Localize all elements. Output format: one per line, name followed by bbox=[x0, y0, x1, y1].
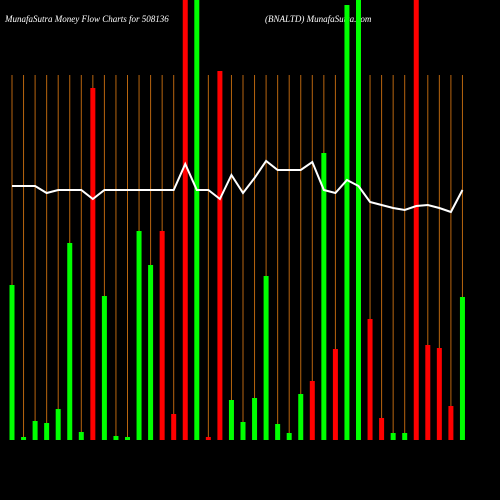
bar bbox=[148, 265, 154, 440]
bar bbox=[309, 381, 315, 440]
bar bbox=[90, 88, 96, 440]
bar bbox=[459, 297, 465, 440]
bar bbox=[402, 433, 408, 440]
bar bbox=[194, 0, 200, 440]
bar bbox=[448, 406, 454, 440]
bar bbox=[205, 437, 211, 440]
bar bbox=[321, 153, 327, 440]
bar bbox=[44, 423, 50, 440]
bar bbox=[136, 231, 142, 440]
bar bbox=[171, 414, 177, 440]
bar bbox=[275, 424, 281, 440]
bar bbox=[379, 418, 385, 440]
bar bbox=[390, 433, 396, 440]
bar bbox=[78, 432, 84, 440]
bar bbox=[356, 0, 361, 440]
bar bbox=[425, 345, 431, 440]
bar bbox=[125, 437, 130, 440]
chart-title: MunafaSutra Money Flow Charts for 508136 bbox=[4, 14, 169, 24]
bar bbox=[182, 0, 188, 440]
price-line bbox=[12, 159, 464, 214]
bar bbox=[159, 231, 165, 440]
bar bbox=[252, 398, 258, 440]
bar bbox=[332, 349, 338, 440]
bar bbox=[9, 285, 15, 440]
bar bbox=[298, 394, 304, 440]
bar bbox=[101, 296, 107, 440]
bar bbox=[228, 400, 234, 440]
bar bbox=[344, 5, 350, 440]
bar bbox=[367, 319, 373, 440]
bar bbox=[413, 0, 419, 440]
bar bbox=[263, 276, 269, 440]
chart-subtitle: (BNALTD) MunafaSutra.com bbox=[265, 14, 372, 24]
bar bbox=[55, 409, 61, 440]
bar bbox=[217, 71, 223, 440]
bar bbox=[113, 436, 119, 440]
bar bbox=[436, 348, 442, 440]
bar bbox=[240, 422, 246, 440]
bar bbox=[67, 243, 73, 440]
bar bbox=[21, 437, 27, 440]
bar bbox=[286, 433, 292, 440]
bar bbox=[32, 421, 38, 440]
